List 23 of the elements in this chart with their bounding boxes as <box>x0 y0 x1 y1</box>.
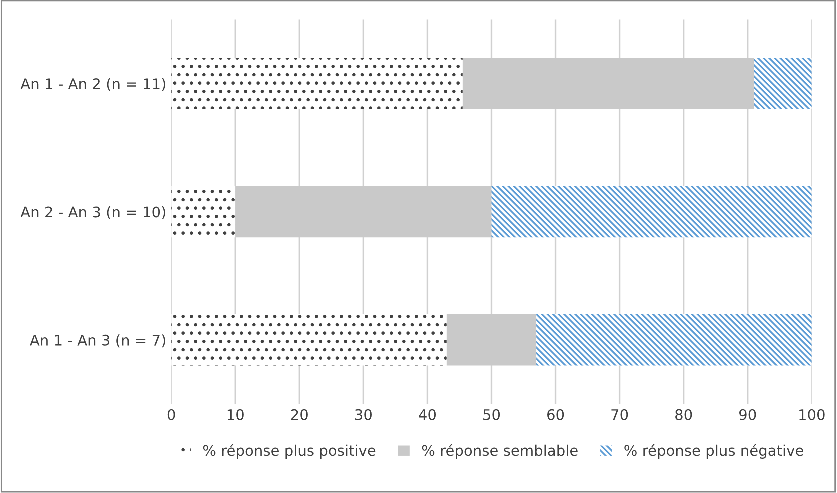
bar <box>172 186 236 238</box>
x-tick-label: 10 <box>228 409 244 420</box>
bar <box>536 314 812 366</box>
bar <box>754 58 812 110</box>
x-tick-label: 20 <box>291 409 308 420</box>
x-tick-label: 90 <box>740 409 756 420</box>
x-tick-label: 0 <box>168 409 176 420</box>
x-tick-label: 40 <box>419 409 436 420</box>
x-tick-label: 70 <box>612 409 628 420</box>
y-tick-label: An 1 - An 3 (n = 7) <box>30 334 166 348</box>
bar <box>172 314 447 366</box>
y-tick-label: An 2 - An 3 (n = 10) <box>20 206 166 220</box>
y-tick-label: An 1 - An 2 (n = 11) <box>20 78 166 92</box>
x-tick-label: 60 <box>548 409 564 420</box>
legend-label: % réponse plus positive <box>203 444 376 459</box>
x-tick-label: 80 <box>676 409 692 420</box>
legend-label: % réponse plus négative <box>624 444 804 459</box>
legend-label: % réponse semblable <box>422 444 578 459</box>
x-tick-label: 100 <box>800 409 825 420</box>
bar <box>492 186 812 238</box>
x-tick-label: 30 <box>356 409 372 420</box>
x-tick-label: 50 <box>484 409 500 420</box>
bar <box>172 58 463 110</box>
